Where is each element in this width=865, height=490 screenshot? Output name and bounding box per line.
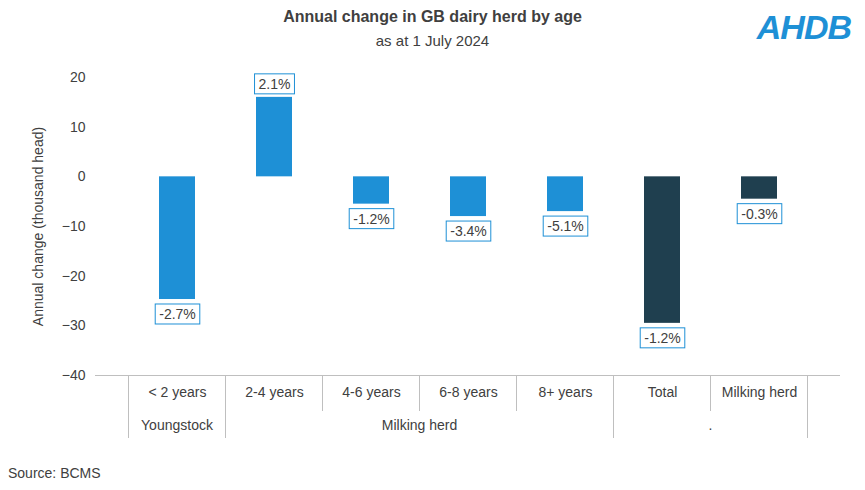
svg-text:Annual change (thousand head): Annual change (thousand head) — [30, 127, 46, 326]
svg-text:20: 20 — [70, 69, 86, 85]
svg-text:Youngstock: Youngstock — [141, 417, 214, 433]
svg-text:-0.3%: -0.3% — [741, 206, 778, 222]
svg-text:-3.4%: -3.4% — [450, 223, 487, 239]
svg-text:-1.2%: -1.2% — [353, 211, 390, 227]
svg-text:6-8 years: 6-8 years — [439, 384, 497, 400]
svg-text:0: 0 — [78, 168, 86, 184]
svg-text:< 2 years: < 2 years — [149, 384, 207, 400]
svg-text:.: . — [709, 417, 713, 433]
svg-text:−40: −40 — [62, 367, 86, 383]
svg-text:10: 10 — [70, 119, 86, 135]
html-text:AHDB: AHDB — [756, 8, 851, 46]
html-text:Annual change in GB dairy herd: Annual change in GB dairy herd by age — [283, 8, 582, 25]
svg-text:Total: Total — [648, 384, 678, 400]
html-text:Source: BCMS: Source: BCMS — [8, 465, 101, 481]
svg-text:-2.7%: -2.7% — [159, 306, 196, 322]
svg-text:-5.1%: -5.1% — [547, 218, 584, 234]
svg-text:Milking herd: Milking herd — [722, 384, 797, 400]
svg-text:−20: −20 — [62, 268, 86, 284]
html-text:as at 1 July 2024: as at 1 July 2024 — [375, 32, 490, 49]
svg-text:-1.2%: -1.2% — [644, 330, 681, 346]
svg-text:2.1%: 2.1% — [259, 76, 291, 92]
svg-text:2-4 years: 2-4 years — [245, 384, 303, 400]
svg-text:−10: −10 — [62, 218, 86, 234]
svg-text:4-6 years: 4-6 years — [342, 384, 400, 400]
svg-text:Milking herd: Milking herd — [382, 417, 457, 433]
svg-text:8+ years: 8+ years — [538, 384, 592, 400]
svg-text:−30: −30 — [62, 317, 86, 333]
